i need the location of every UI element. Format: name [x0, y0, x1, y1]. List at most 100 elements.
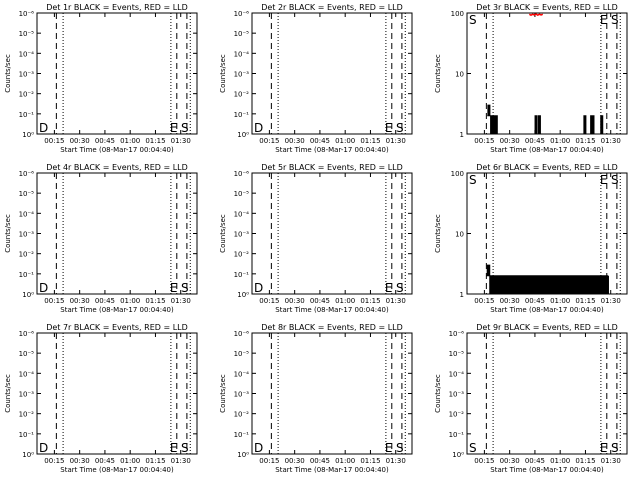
y-axis-label: Counts/sec	[219, 374, 227, 413]
x-tick-label: 01:30	[171, 457, 191, 465]
y-tick-label: 10⁻²	[19, 251, 35, 259]
y-tick-label: 10⁻⁵	[234, 350, 250, 358]
y-tick-label: 10⁻⁵	[234, 30, 250, 38]
y-tick-label: 10⁻⁶	[19, 10, 35, 18]
x-axis-label: Start Time (08-Mar-17 00:04:40)	[490, 306, 604, 314]
x-tick-label: 00:45	[95, 457, 115, 465]
panel-det-2: Det 2r BLACK = Events, RED = LLD 10⁻⁶ 10⁻⁵…	[219, 3, 413, 154]
y-tick-label: 10⁻³	[19, 231, 35, 239]
y-axis-label: Counts/sec	[4, 54, 12, 93]
y-tick-label: 10	[455, 231, 464, 239]
x-tick-label: 01:15	[575, 137, 595, 145]
x-tick-label: 01:00	[335, 137, 355, 145]
panel-det-7: Det 7r BLACK = Events, RED = LLD 10⁻⁶ 10⁻⁵…	[4, 323, 198, 474]
x-axis-label: Start Time (08-Mar-17 00:04:40)	[60, 146, 174, 154]
y-tick-label: 10⁻¹	[19, 431, 35, 439]
chart-title: Det 9r BLACK = Events, RED = LLD	[476, 323, 618, 332]
y-tick-label: 10⁻⁶	[234, 10, 250, 18]
marker-letter: E	[170, 121, 178, 135]
x-tick-label: 01:15	[360, 457, 380, 465]
marker-letter: E	[385, 281, 393, 295]
panel-det-4: Det 4r BLACK = Events, RED = LLD 10⁻⁶ 10⁻⁵…	[4, 163, 198, 314]
x-tick-label: 01:15	[145, 297, 165, 305]
y-tick-label: 10⁻⁶	[19, 330, 35, 338]
x-tick-label: 00:15	[474, 137, 494, 145]
x-tick-label: 01:15	[575, 457, 595, 465]
y-tick-label: 10⁻³	[234, 71, 250, 79]
y-axis-label: Counts/sec	[434, 374, 442, 413]
plot-frame	[36, 332, 198, 455]
x-tick-label: 01:15	[360, 137, 380, 145]
chart-title: Det 1r BLACK = Events, RED = LLD	[46, 3, 188, 12]
x-tick-label: 01:30	[601, 457, 621, 465]
y-tick-label: 10⁻⁴	[234, 50, 250, 58]
chart-title: Det 2r BLACK = Events, RED = LLD	[261, 3, 403, 12]
x-tick-label: 01:00	[550, 137, 570, 145]
marker-letter: E	[385, 441, 393, 455]
marker-letter: D	[254, 281, 263, 295]
plot-frame	[36, 12, 198, 135]
plot-frame	[36, 172, 198, 295]
x-tick-label: 01:15	[575, 297, 595, 305]
x-tick-label: 00:45	[310, 137, 330, 145]
x-tick-label: 01:00	[550, 297, 570, 305]
marker-letter: S	[396, 441, 404, 455]
y-tick-label: 10⁻¹	[234, 431, 250, 439]
x-tick-label: 00:15	[474, 297, 494, 305]
marker-letter: E	[600, 441, 608, 455]
y-tick-label: 10⁻³	[234, 391, 250, 399]
x-axis-label: Start Time (08-Mar-17 00:04:40)	[275, 146, 389, 154]
marker-letter: E	[600, 13, 608, 27]
chart-title: Det 8r BLACK = Events, RED = LLD	[261, 323, 403, 332]
panel-det-8: Det 8r BLACK = Events, RED = LLD 10⁻⁶ 10⁻⁵…	[219, 323, 413, 474]
marker-letter: S	[469, 173, 477, 187]
x-axis-label: Start Time (08-Mar-17 00:04:40)	[490, 466, 604, 474]
y-tick-label: 100	[451, 10, 464, 18]
y-tick-label: 10⁰	[22, 131, 34, 139]
x-tick-label: 00:45	[525, 137, 545, 145]
y-axis-label: Counts/sec	[4, 374, 12, 413]
y-tick-label: 10⁻³	[19, 391, 35, 399]
x-tick-label: 01:00	[120, 457, 140, 465]
x-tick-label: 00:15	[44, 137, 64, 145]
marker-letter: S	[611, 13, 619, 27]
y-tick-label: 10⁻⁵	[234, 190, 250, 198]
y-tick-label: 10⁰	[452, 451, 464, 459]
panel-det-3: Det 3r BLACK = Events, RED = LLD 100 10 1 Co…	[434, 3, 628, 154]
y-tick-label: 10⁻²	[234, 411, 250, 419]
panel-det-6: Det 6r BLACK = Events, RED = LLD 100 10 1 Co…	[434, 163, 628, 314]
x-tick-label: 01:30	[601, 297, 621, 305]
marker-letter: E	[600, 173, 608, 187]
x-tick-label: 01:00	[120, 297, 140, 305]
x-tick-label: 00:15	[44, 297, 64, 305]
plot-frame	[251, 172, 413, 295]
y-tick-label: 10⁻²	[234, 251, 250, 259]
y-tick-label: 100	[451, 170, 464, 178]
marker-letter: E	[170, 441, 178, 455]
marker-letter: E	[170, 281, 178, 295]
y-axis-label: Counts/sec	[4, 214, 12, 253]
y-tick-label: 10⁻⁴	[19, 210, 35, 218]
y-tick-label: 10⁻¹	[234, 111, 250, 119]
marker-letter: D	[39, 281, 48, 295]
marker-letter: S	[469, 13, 477, 27]
y-tick-label: 10⁻²	[19, 91, 35, 99]
marker-letter: S	[611, 441, 619, 455]
y-axis-label: Counts/sec	[434, 214, 442, 253]
x-tick-label: 00:30	[70, 457, 90, 465]
y-tick-label: 1	[460, 291, 464, 299]
x-tick-label: 01:15	[145, 137, 165, 145]
y-tick-label: 10⁻³	[19, 71, 35, 79]
y-tick-label: 10⁻⁴	[19, 50, 35, 58]
chart-title: Det 4r BLACK = Events, RED = LLD	[46, 163, 188, 172]
x-tick-label: 00:45	[525, 297, 545, 305]
y-tick-label: 10⁰	[237, 451, 249, 459]
y-tick-label: 10⁻²	[234, 91, 250, 99]
x-tick-label: 01:30	[601, 137, 621, 145]
x-tick-label: 00:15	[259, 137, 279, 145]
y-tick-label: 10⁻⁶	[234, 330, 250, 338]
plot-frame	[251, 332, 413, 455]
x-tick-label: 01:00	[550, 457, 570, 465]
events-series	[487, 104, 604, 135]
